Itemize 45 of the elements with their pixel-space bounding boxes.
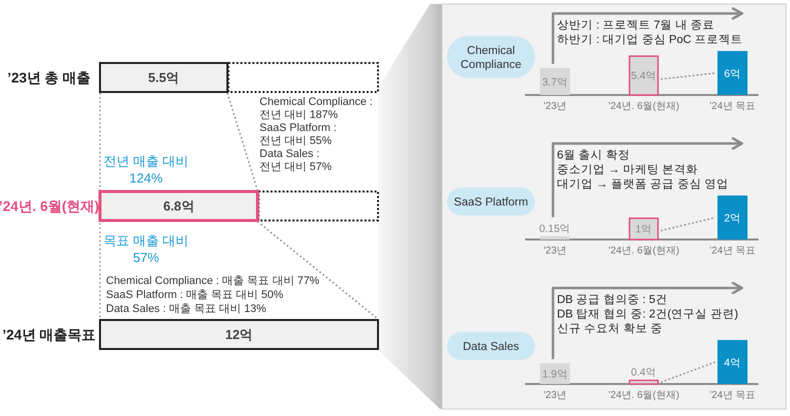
chart-title: Chemical Compliance [460, 45, 522, 71]
data-label: 6.8억 [163, 198, 194, 214]
data-label: 0.4억 [630, 366, 657, 379]
text: DB 탑재 협의 중: 2건(연구실 관련) [557, 308, 738, 320]
x-tick-label: ’23년 [543, 101, 567, 112]
x-tick-label: ’24년. 6월(현재) [608, 101, 680, 112]
text: 6월 출시 확정 [557, 148, 630, 162]
annotation: Chemical Compliance : 전년 대비 187% [260, 96, 373, 121]
x-tick-label: ’24년 목표 [709, 390, 756, 401]
text: 신규 수요처 확보 중 [557, 323, 663, 335]
data-label: 4억 [724, 357, 741, 369]
x-tick-label: ’23년 [543, 246, 567, 256]
annotation: 124% [129, 170, 164, 186]
annotation: 목표 매출 대비 [103, 233, 189, 248]
annotation: Data Sales : 전년 대비 57% [260, 148, 332, 173]
x-tick-label: ’24년. 6월(현재) [608, 246, 680, 256]
text: 하반기 : 대기업 중심 PoC 프로젝트 [557, 34, 743, 46]
chart-title: SaaS Platform [454, 196, 528, 208]
x-tick-label: ’24년. 6월(현재) [608, 390, 680, 401]
text: DB 공급 협의중 : 5건 [557, 294, 668, 306]
x-tick-label: ’23년 [543, 390, 567, 401]
x-tick-label: ’24년 목표 [709, 101, 756, 112]
data-label: 12억 [225, 327, 253, 342]
annotation: 57% [132, 250, 160, 265]
data-label: 3.7억 [542, 76, 568, 88]
y-tick-label: ’24년 매출목표 [2, 326, 96, 342]
x-tick-label: ’24년 목표 [709, 246, 756, 256]
text: 중소기업 → 마케팅 본격화 [557, 164, 698, 176]
chart-title: Data Sales [462, 341, 520, 353]
data-label: 5.4억 [630, 70, 657, 82]
data-label: 1억 [635, 224, 652, 236]
annotation: Chemical Compliance : 매출 목표 대비 77% [106, 275, 320, 287]
annotation: 전년 매출 대비 [103, 154, 189, 168]
annotation: SaaS Platform : 매출 목표 대비 50% [106, 289, 284, 301]
y-tick-label: ’24년. 6월(현재) [0, 198, 100, 214]
y-tick-label: ’23년 총 매출 [7, 70, 91, 86]
text: 대기업 → 플랫폼 공급 중심 영업 [557, 178, 728, 190]
data-label: 2억 [724, 212, 741, 224]
annotation: Data Sales : 매출 목표 대비 13% [106, 303, 266, 315]
data-label: 6억 [724, 68, 741, 80]
data-label: 0.15억 [539, 223, 571, 236]
annotation: SaaS Platform : 전년 대비 55% [260, 122, 337, 147]
data-label: 1.9억 [542, 368, 568, 381]
text: 상반기 : 프로젝트 7월 내 종료 [557, 20, 715, 32]
data-label: 5.5억 [148, 70, 180, 85]
